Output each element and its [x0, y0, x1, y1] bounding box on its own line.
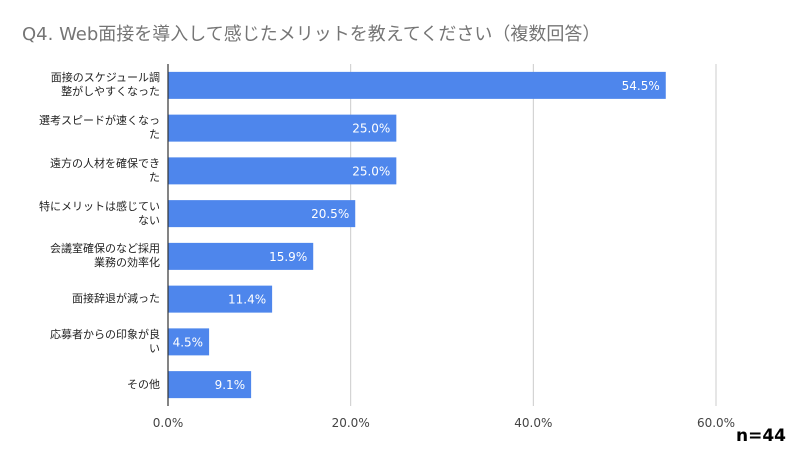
category-label-line: 応募者からの印象が良 [50, 327, 160, 341]
data-label: 11.4% [228, 293, 266, 307]
category-label: 応募者からの印象が良い [30, 328, 160, 356]
category-label-line: 業務の効率化 [94, 256, 160, 270]
category-label: 会議室確保のなど採用 業務の効率化 [30, 242, 160, 270]
category-label-line: 整がしやすくなった [61, 85, 160, 99]
bar [168, 200, 356, 228]
data-label: 54.5% [622, 79, 660, 93]
grid-lines [350, 64, 717, 406]
data-label: 4.5% [173, 335, 204, 349]
category-label: 遠方の人材を確保できた [30, 157, 160, 185]
category-label-line: 特にメリットは感じてい [39, 199, 160, 213]
x-tick-label: 0.0% [153, 416, 184, 430]
bars: 54.5% 25.0% 25.0% 20.5% 15.9% 11.4% 4.5% 9.1% [168, 71, 666, 399]
category-label-line: た [149, 128, 160, 142]
x-tick-label: 40.0% [514, 416, 552, 430]
category-label: その他 [30, 378, 160, 392]
x-tick-label: 20.0% [332, 416, 370, 430]
category-label: 特にメリットは感じてい ない [30, 200, 160, 228]
bar [168, 114, 397, 142]
category-label-line: い [149, 341, 160, 355]
category-label: 面接のスケジュール調 整がしやすくなった [30, 71, 160, 99]
category-label-line: 遠方の人材を確保でき [50, 156, 160, 170]
category-label-line: た [149, 170, 160, 184]
chart-title: Q4. Web面接を導入して感じたメリットを教えてください（複数回答） [22, 24, 601, 45]
category-label: 選考スピードが速くなった [30, 114, 160, 142]
sample-size-note: n=44 [735, 426, 786, 446]
bar [168, 157, 397, 185]
category-label: 面接辞退が減った [30, 292, 160, 306]
data-label: 9.1% [215, 378, 246, 392]
x-tick-label: 60.0% [697, 416, 735, 430]
category-label-line: 会議室確保のなど採用 [50, 242, 160, 256]
data-label: 15.9% [269, 250, 307, 264]
category-label-line: ない [138, 213, 160, 227]
category-label-line: 面接のスケジュール調 [50, 71, 160, 85]
data-label: 25.0% [352, 164, 390, 178]
category-label-line: 選考スピードが速くなっ [39, 114, 160, 128]
bar [168, 242, 314, 270]
axis: 0.0% 20.0% 40.0% 60.0% [153, 64, 735, 430]
bar [168, 328, 210, 356]
data-label: 25.0% [352, 122, 390, 136]
bar [168, 71, 666, 99]
category-label-line: その他 [127, 377, 160, 391]
category-label-line: 面接辞退が減った [72, 292, 160, 306]
data-label: 20.5% [311, 207, 349, 221]
bar [168, 285, 273, 313]
bar [168, 371, 252, 399]
